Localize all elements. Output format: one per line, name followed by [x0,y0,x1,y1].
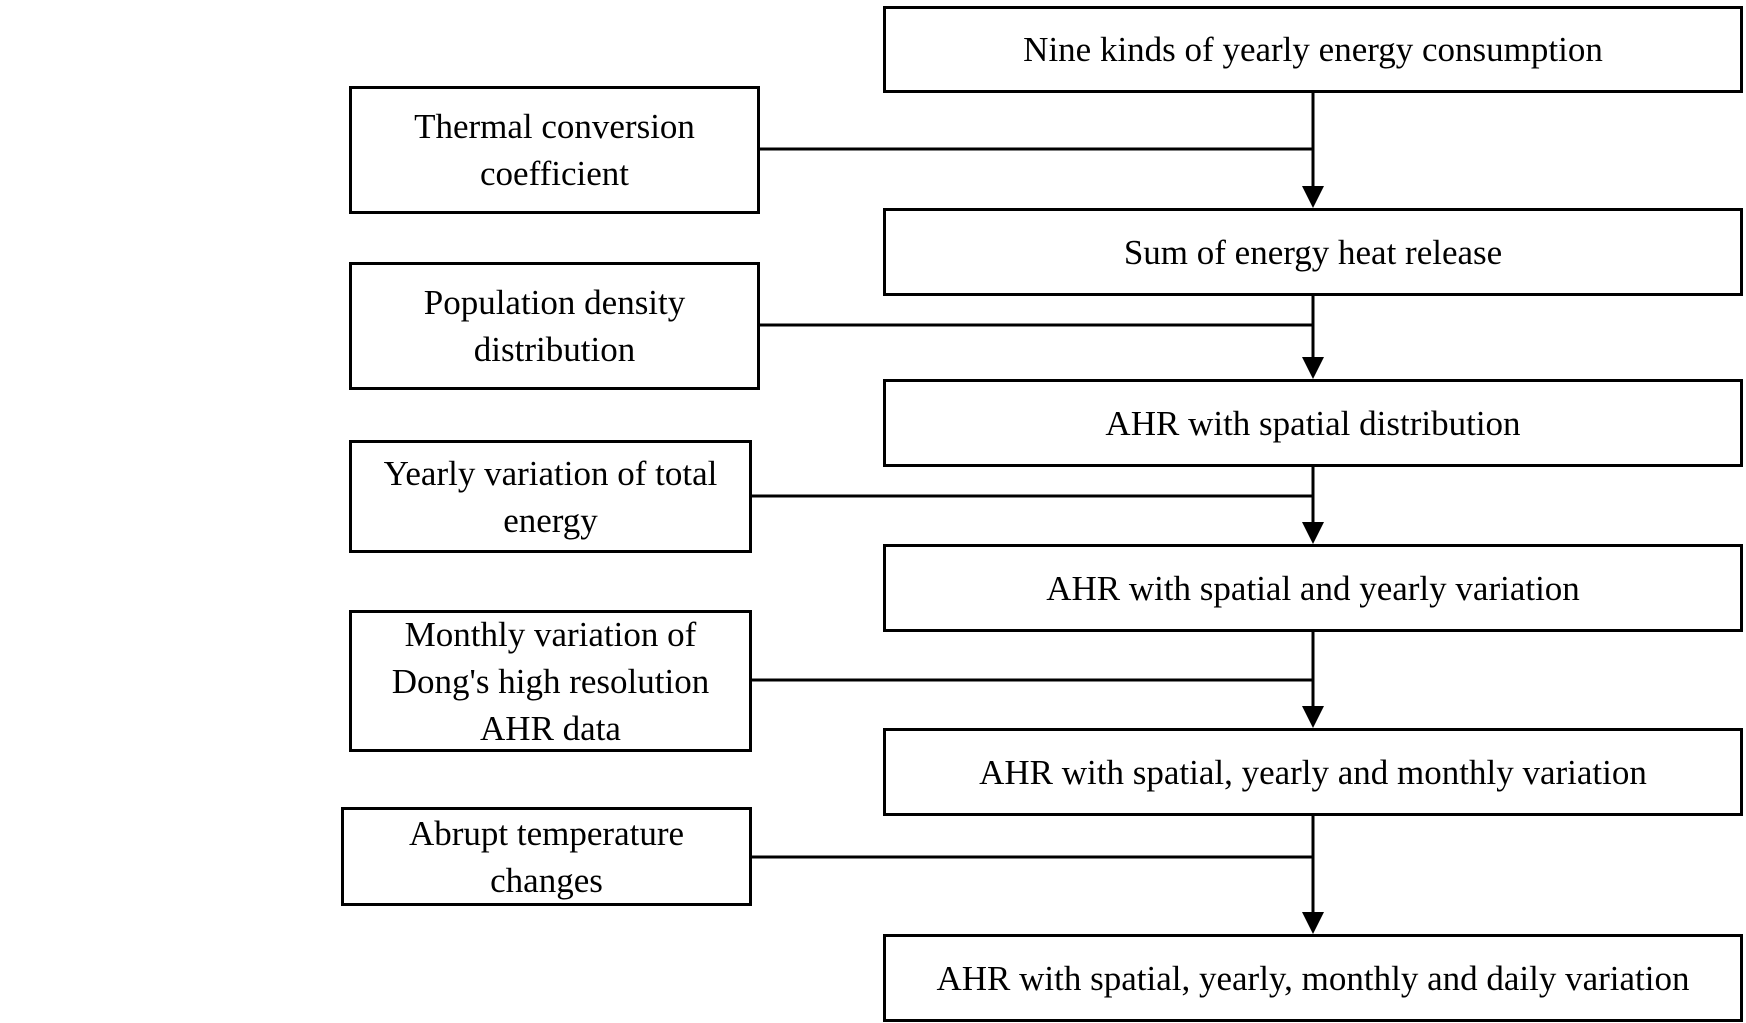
step-label: Sum of energy heat release [1123,232,1503,272]
step-label: Nine kinds of yearly energy consumption [1023,30,1603,69]
input-label-line: energy [503,500,598,540]
step-label: AHR with spatial and yearly variation [1046,568,1580,608]
input-yearly-variation: Yearly variation of total energy [349,440,752,553]
input-thermal-conversion: Thermal conversion coefficient [349,86,760,214]
input-label-line: Population density [423,283,686,322]
step-ahr-spatial: AHR with spatial distribution [883,379,1743,467]
arrow-head [1302,706,1324,728]
input-label-line: Dong's high resolution [391,661,710,701]
step-ahr-spatial-yearly: AHR with spatial and yearly variation [883,544,1743,632]
input-label: Monthly variation of Dong's high resolut… [392,611,709,752]
arrow-head [1302,357,1324,379]
arrow-head [1302,912,1324,934]
input-label-line: distribution [473,330,636,369]
input-label: Abrupt temperature changes [409,810,684,904]
arrow-head [1302,186,1324,208]
input-label: Yearly variation of total energy [384,450,718,544]
step-ahr-spatial-yearly-monthly: AHR with spatial, yearly and monthly var… [883,728,1743,816]
input-label-line: AHR data [480,708,621,748]
arrow-head [1302,522,1324,544]
step-ahr-spatial-yearly-monthly-daily: AHR with spatial, yearly, monthly and da… [883,934,1743,1022]
step-yearly-energy-consumption: Nine kinds of yearly energy consumption [883,6,1743,93]
input-label-line: Yearly variation of total [383,453,718,493]
step-label: AHR with spatial, yearly and monthly var… [979,752,1647,792]
input-label-line: Monthly variation of [404,614,697,654]
input-label: Thermal conversion coefficient [414,103,695,197]
input-label-line: Abrupt temperature [408,813,685,853]
input-monthly-variation: Monthly variation of Dong's high resolut… [349,610,752,752]
input-population-density: Population density distribution [349,262,760,390]
input-label-line: coefficient [480,154,629,193]
input-label-line: changes [490,860,603,900]
step-label: AHR with spatial, yearly, monthly and da… [936,958,1690,998]
step-label: AHR with spatial distribution [1105,403,1521,443]
step-sum-heat-release: Sum of energy heat release [883,208,1743,296]
input-label: Population density distribution [424,279,686,373]
input-label-line: Thermal conversion [414,107,695,146]
input-abrupt-temperature: Abrupt temperature changes [341,807,752,906]
